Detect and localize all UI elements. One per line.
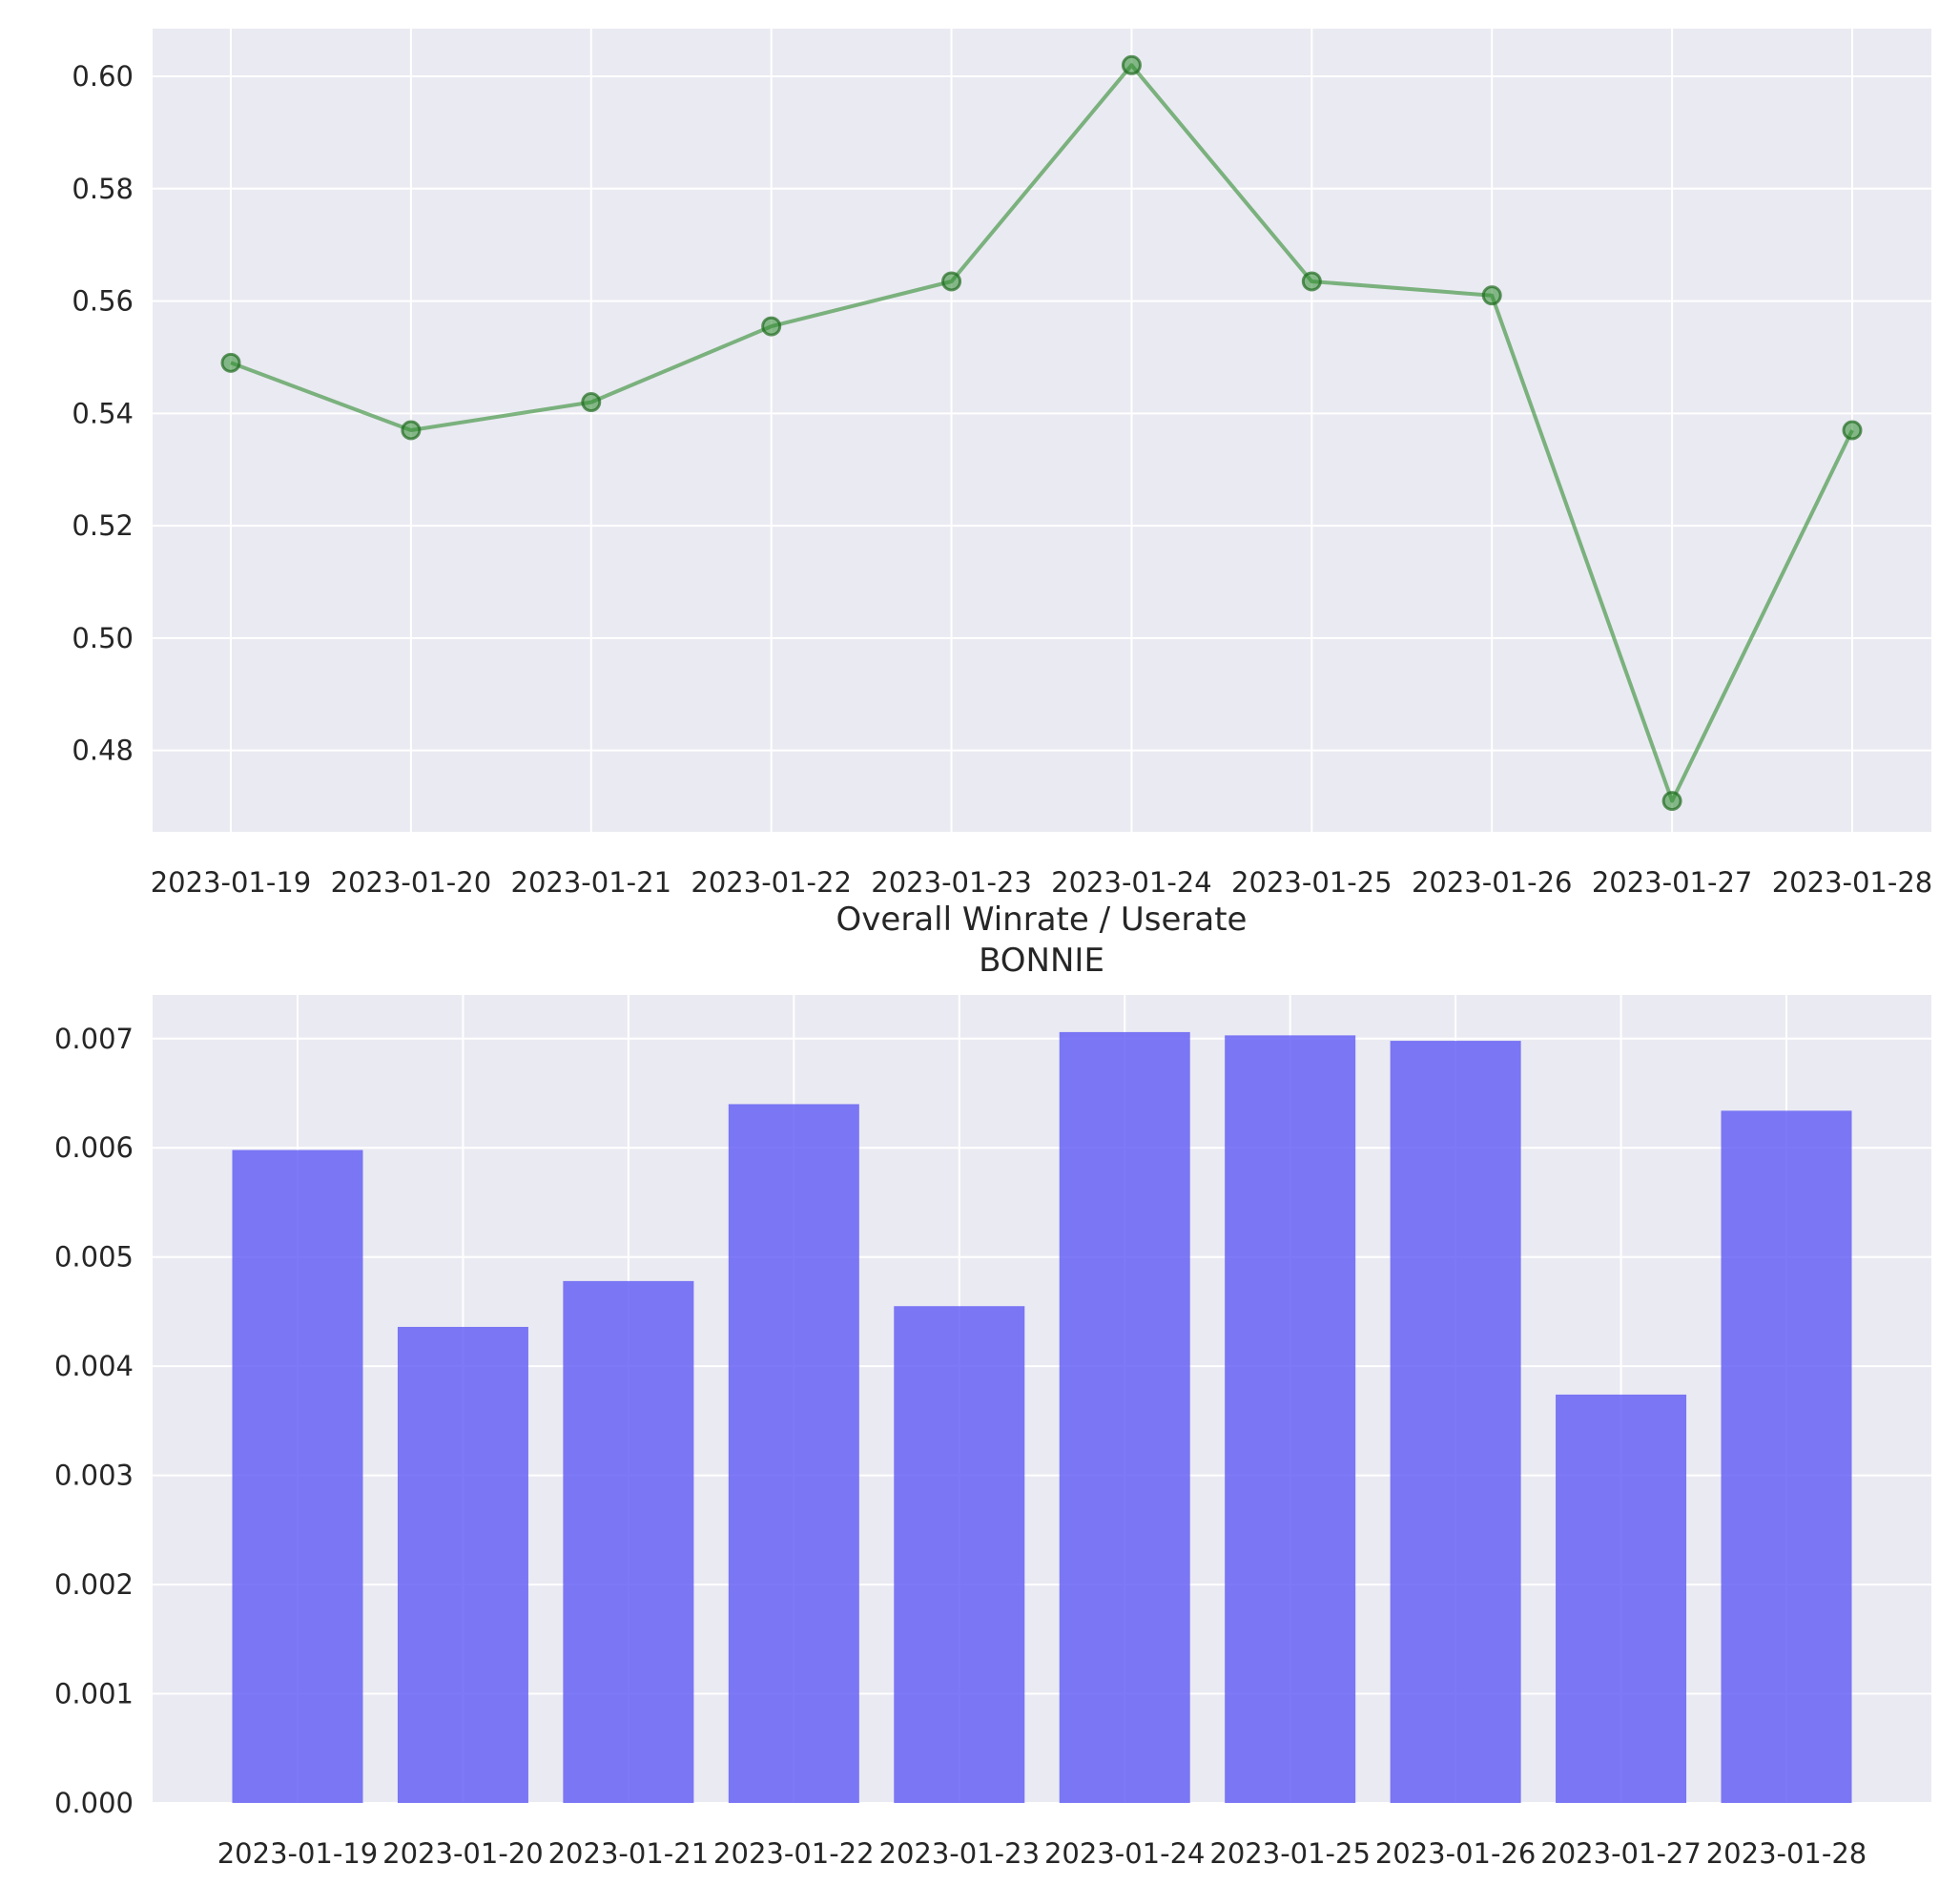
y-tick-label: 0.50 bbox=[72, 622, 134, 654]
data-point bbox=[1661, 791, 1682, 812]
x-tick-label: 2023-01-26 bbox=[1375, 1837, 1537, 1870]
x-tick-label: 2023-01-28 bbox=[1772, 866, 1933, 899]
data-point bbox=[220, 352, 241, 373]
x-tick-label: 2023-01-22 bbox=[713, 1837, 875, 1870]
data-point bbox=[1301, 271, 1322, 292]
data-point bbox=[1842, 420, 1863, 441]
x-tick-label: 2023-01-19 bbox=[151, 866, 312, 899]
userate-bar bbox=[232, 1150, 363, 1803]
x-tick-label: 2023-01-28 bbox=[1706, 1837, 1867, 1870]
x-tick-label: 2023-01-23 bbox=[871, 866, 1032, 899]
y-tick-label: 0.48 bbox=[72, 735, 134, 767]
userate-bar bbox=[563, 1280, 694, 1803]
x-tick-label: 2023-01-27 bbox=[1540, 1837, 1702, 1870]
y-tick-label: 0.007 bbox=[54, 1023, 134, 1055]
x-tick-label: 2023-01-23 bbox=[879, 1837, 1041, 1870]
x-tick-label: 2023-01-21 bbox=[548, 1837, 710, 1870]
x-tick-label: 2023-01-26 bbox=[1412, 866, 1573, 899]
x-tick-label: 2023-01-25 bbox=[1209, 1837, 1371, 1870]
winrate-line bbox=[230, 63, 1854, 803]
chart-subtitle: BONNIE bbox=[979, 942, 1104, 980]
data-point bbox=[401, 420, 422, 441]
x-tick-label: 2023-01-24 bbox=[1051, 866, 1212, 899]
x-tick-label: 2023-01-27 bbox=[1592, 866, 1753, 899]
y-tick-label: 0.005 bbox=[54, 1241, 134, 1274]
data-point bbox=[941, 271, 962, 292]
y-tick-label: 0.52 bbox=[72, 509, 134, 542]
data-point bbox=[581, 392, 602, 413]
x-tick-label: 2023-01-21 bbox=[511, 866, 672, 899]
chart-title: Overall Winrate / Userate bbox=[836, 901, 1248, 939]
x-tick-label: 2023-01-19 bbox=[217, 1837, 379, 1870]
y-tick-label: 0.004 bbox=[54, 1350, 134, 1382]
y-tick-label: 0.000 bbox=[54, 1787, 134, 1819]
userate-bar bbox=[1059, 1031, 1190, 1803]
userate-bar bbox=[1721, 1110, 1852, 1803]
userate-bar bbox=[1225, 1035, 1356, 1803]
line-chart: 0.48 0.50 0.52 0.54 0.56 0.58 0.60 2023-01-19 20… bbox=[72, 29, 1932, 899]
y-tick-label: 0.001 bbox=[54, 1678, 134, 1710]
x-tick-label: 2023-01-20 bbox=[331, 866, 492, 899]
userate-bar bbox=[1556, 1394, 1687, 1803]
data-point bbox=[761, 316, 782, 337]
y-tick-label: 0.54 bbox=[72, 397, 134, 429]
userate-bar bbox=[728, 1104, 859, 1803]
y-tick-label: 0.006 bbox=[54, 1131, 134, 1164]
y-tick-label: 0.003 bbox=[54, 1460, 134, 1492]
y-tick-label: 0.58 bbox=[72, 173, 134, 205]
data-point bbox=[1481, 285, 1502, 306]
y-tick-label: 0.56 bbox=[72, 285, 134, 318]
userate-bar bbox=[1390, 1041, 1521, 1803]
y-tick-label: 0.002 bbox=[54, 1568, 134, 1601]
x-tick-label: 2023-01-24 bbox=[1044, 1837, 1206, 1870]
x-tick-label: 2023-01-25 bbox=[1231, 866, 1393, 899]
data-point bbox=[1121, 54, 1142, 75]
y-tick-label: 0.60 bbox=[72, 60, 134, 93]
userate-bar bbox=[894, 1306, 1025, 1803]
x-tick-label: 2023-01-22 bbox=[691, 866, 852, 899]
userate-bar bbox=[397, 1326, 528, 1803]
x-tick-label: 2023-01-20 bbox=[382, 1837, 544, 1870]
